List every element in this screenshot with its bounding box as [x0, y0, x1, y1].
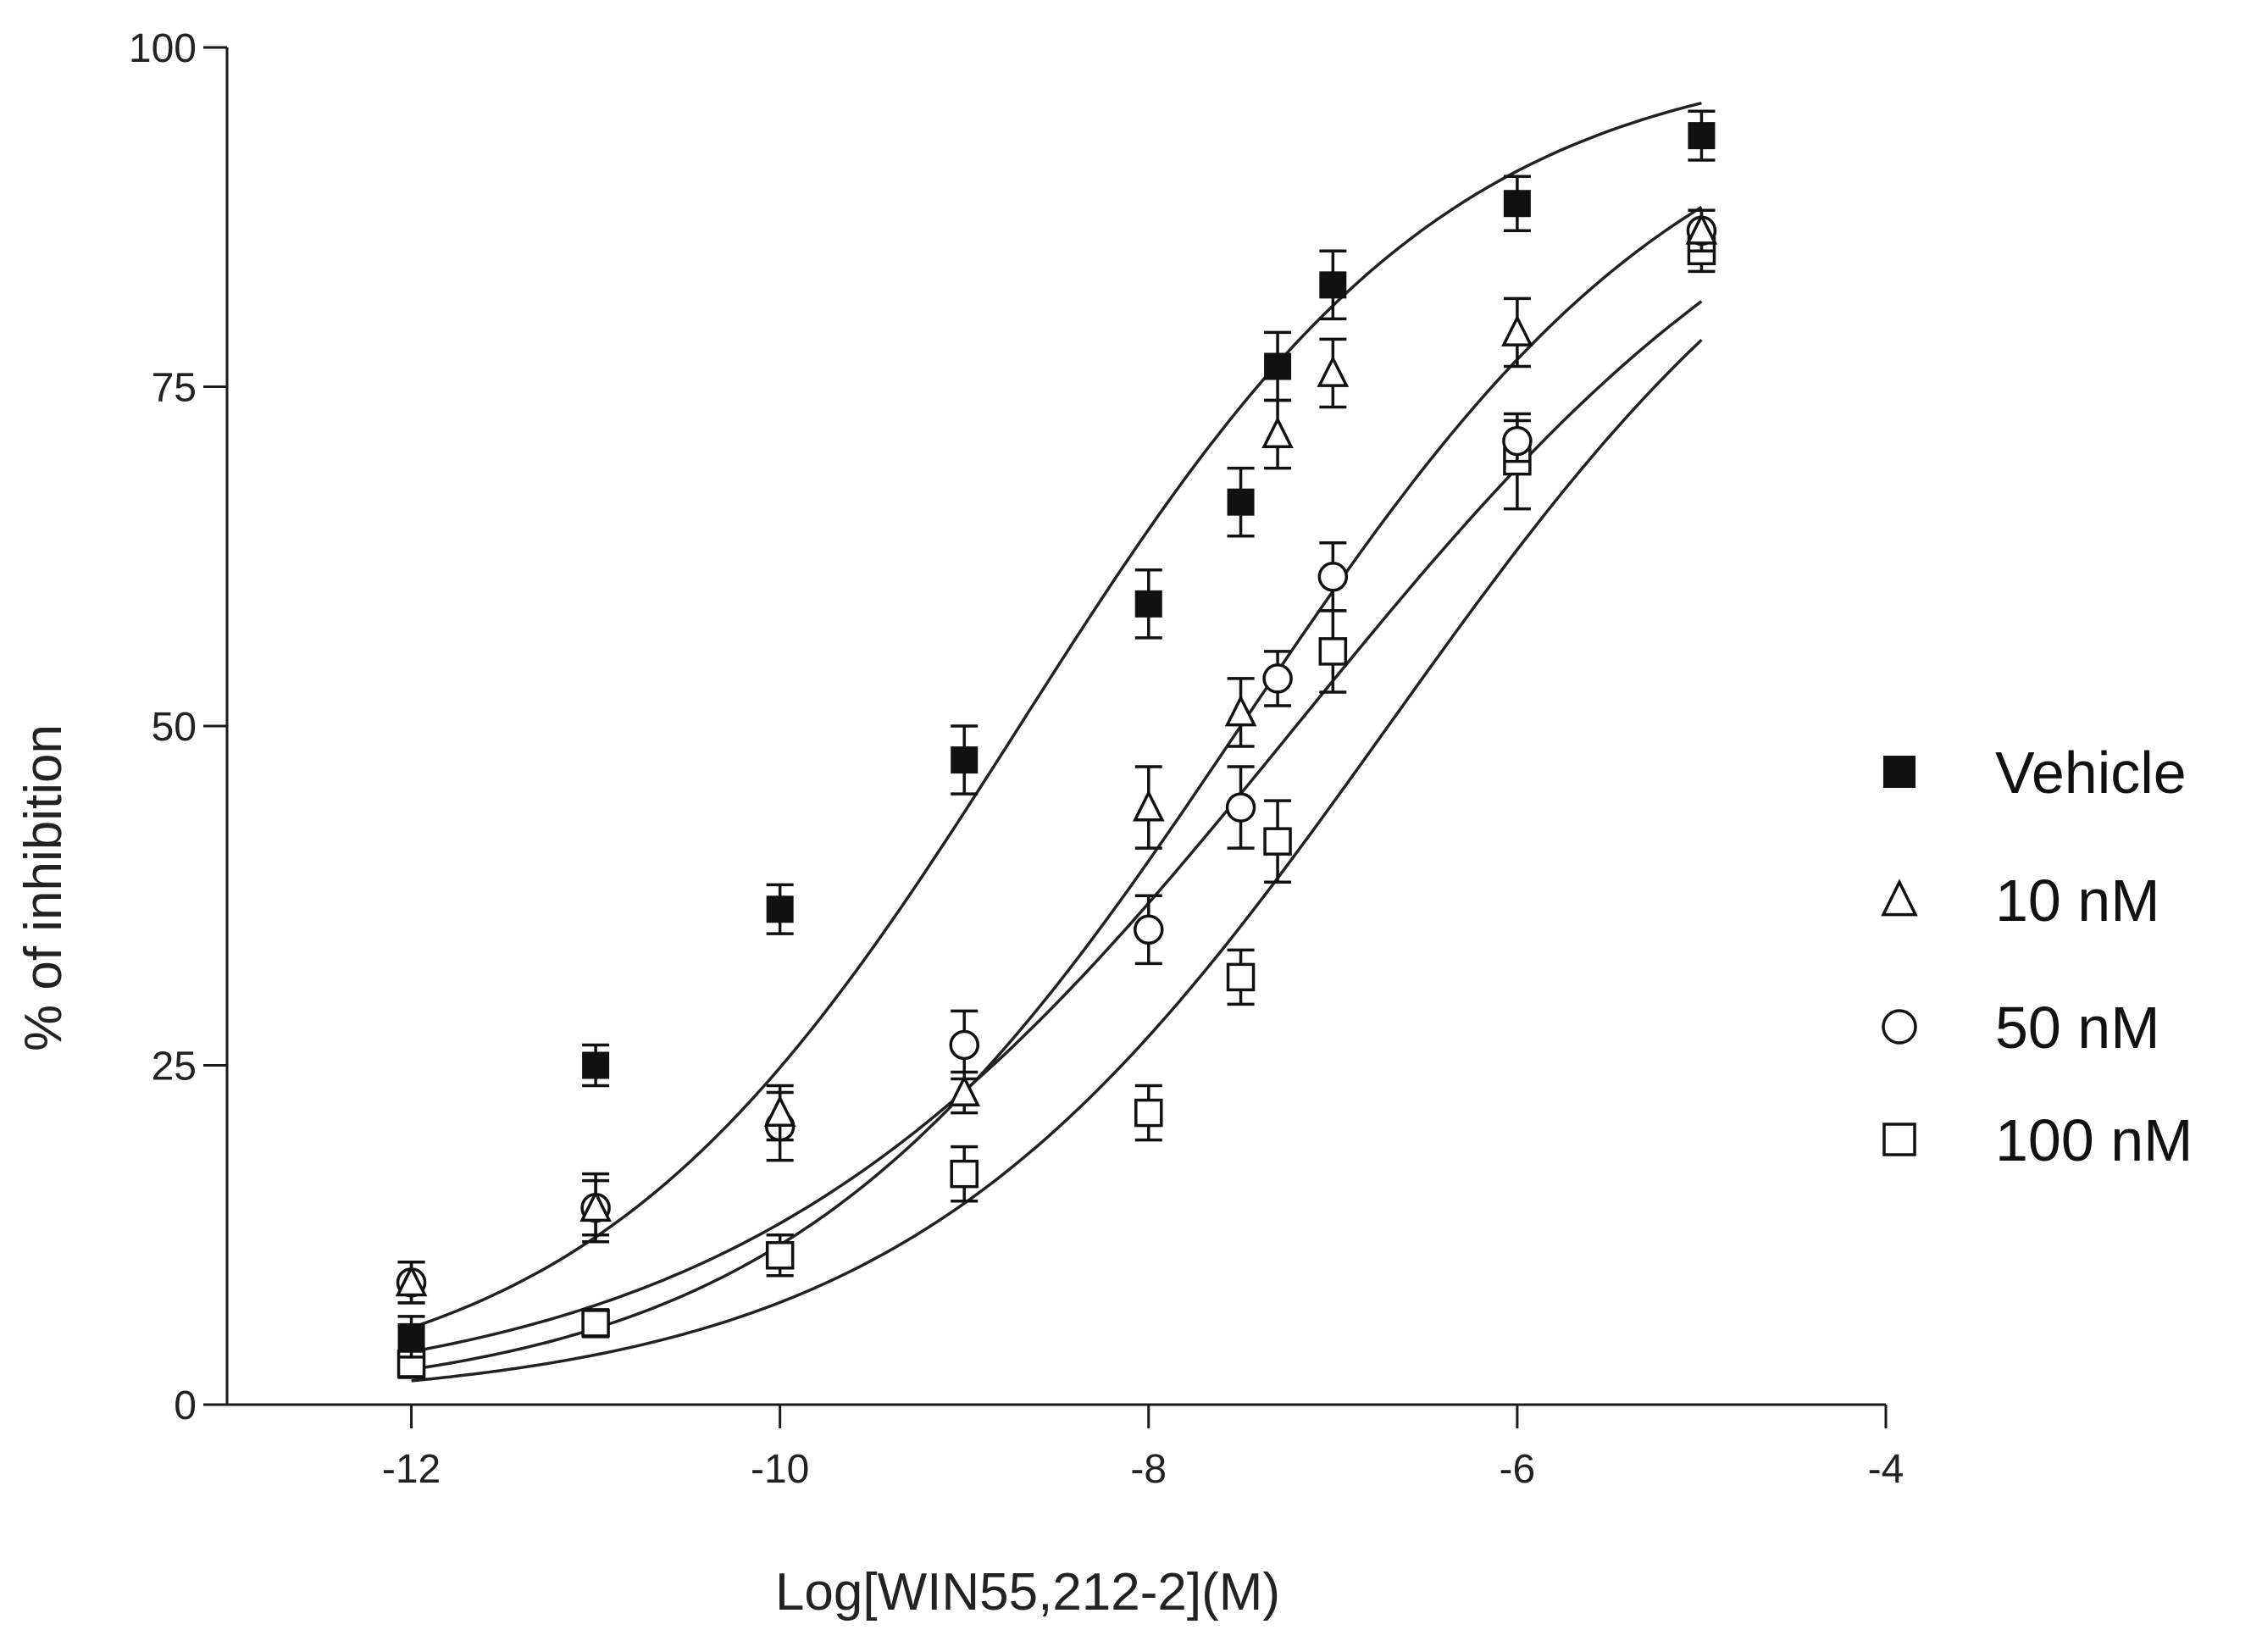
marker-open-square — [1134, 1098, 1163, 1128]
marker-filled-square — [766, 895, 794, 923]
marker-open-circle — [1262, 663, 1293, 694]
legend: Vehicle 10 nM 50 nM 100 nM — [1881, 740, 2193, 1173]
legend-item: 50 nM — [1882, 995, 2160, 1061]
marker-open-triangle — [579, 1189, 612, 1222]
series-points — [395, 208, 1718, 1305]
marker-filled-square — [397, 1322, 425, 1350]
marker-filled-square — [1688, 122, 1716, 150]
marker-open-triangle — [1224, 694, 1257, 727]
x-tick-label: -6 — [1500, 1447, 1536, 1492]
fit-curve — [411, 206, 1703, 1372]
legend-label: 10 nM — [1995, 868, 2160, 934]
marker-open-square — [1882, 1123, 1916, 1156]
marker-open-triangle — [1132, 789, 1165, 822]
series-points — [396, 208, 1717, 1305]
marker-open-circle — [1134, 914, 1164, 945]
y-tick-label: 0 — [174, 1383, 197, 1428]
marker-open-triangle — [395, 1264, 428, 1297]
marker-open-triangle — [763, 1095, 796, 1127]
marker-open-square — [765, 1241, 795, 1270]
x-tick-label: -8 — [1130, 1447, 1167, 1492]
marker-filled-square — [1227, 488, 1255, 516]
fit-curves — [411, 102, 1703, 1383]
marker-open-square — [396, 1350, 426, 1378]
legend-label: Vehicle — [1995, 740, 2187, 806]
marker-filled-square — [1503, 190, 1531, 218]
y-tick-label: 75 — [152, 366, 197, 411]
marker-filled-square — [1319, 271, 1347, 299]
series-points — [397, 109, 1716, 1359]
y-tick-label: 25 — [152, 1045, 197, 1089]
marker-open-circle — [1882, 1009, 1917, 1045]
marker-open-circle — [1502, 425, 1533, 457]
legend-item: 100 nM — [1882, 1107, 2193, 1173]
x-tick-label: -10 — [751, 1447, 809, 1492]
marker-filled-square — [1264, 352, 1292, 380]
legend-item: 10 nM — [1881, 868, 2160, 934]
marker-open-triangle — [1501, 314, 1533, 346]
marker-open-triangle — [1881, 879, 1918, 917]
x-axis-title: Log[WIN55,212-2](M) — [775, 1563, 1280, 1622]
marker-open-circle — [949, 1029, 979, 1061]
y-ticks: 0 25 50 75 100 — [129, 26, 227, 1428]
fit-curve — [411, 339, 1703, 1383]
y-tick-label: 50 — [152, 705, 197, 750]
fit-curve — [411, 102, 1702, 1329]
data-points — [395, 109, 1718, 1379]
marker-open-triangle — [1317, 355, 1350, 387]
x-tick-label: -12 — [382, 1447, 441, 1492]
marker-open-square — [1263, 827, 1292, 856]
marker-filled-square — [1134, 590, 1162, 618]
marker-open-square — [950, 1159, 979, 1189]
marker-open-triangle — [1685, 213, 1718, 245]
marker-open-square — [581, 1309, 610, 1338]
marker-filled-square — [1883, 756, 1915, 788]
marker-open-circle — [1317, 562, 1349, 592]
x-tick-label: -4 — [1868, 1447, 1904, 1492]
marker-filled-square — [951, 746, 979, 774]
marker-open-triangle — [948, 1074, 981, 1106]
marker-open-square — [1226, 962, 1256, 992]
y-axis-title: % of inhibition — [14, 724, 73, 1051]
marker-filled-square — [582, 1051, 610, 1079]
marker-open-square — [1318, 637, 1348, 666]
marker-open-circle — [1225, 792, 1256, 823]
marker-open-triangle — [1261, 416, 1294, 448]
y-tick-label: 100 — [129, 26, 197, 71]
axes: 0 25 50 75 100 -12 -10 -8 -6 -4 — [129, 26, 1904, 1492]
legend-label: 100 nM — [1995, 1107, 2193, 1173]
x-ticks: -12 -10 -8 -6 -4 — [382, 1405, 1904, 1492]
legend-item: Vehicle — [1883, 740, 2187, 806]
legend-label: 50 nM — [1995, 995, 2160, 1061]
fit-curve — [411, 300, 1703, 1354]
